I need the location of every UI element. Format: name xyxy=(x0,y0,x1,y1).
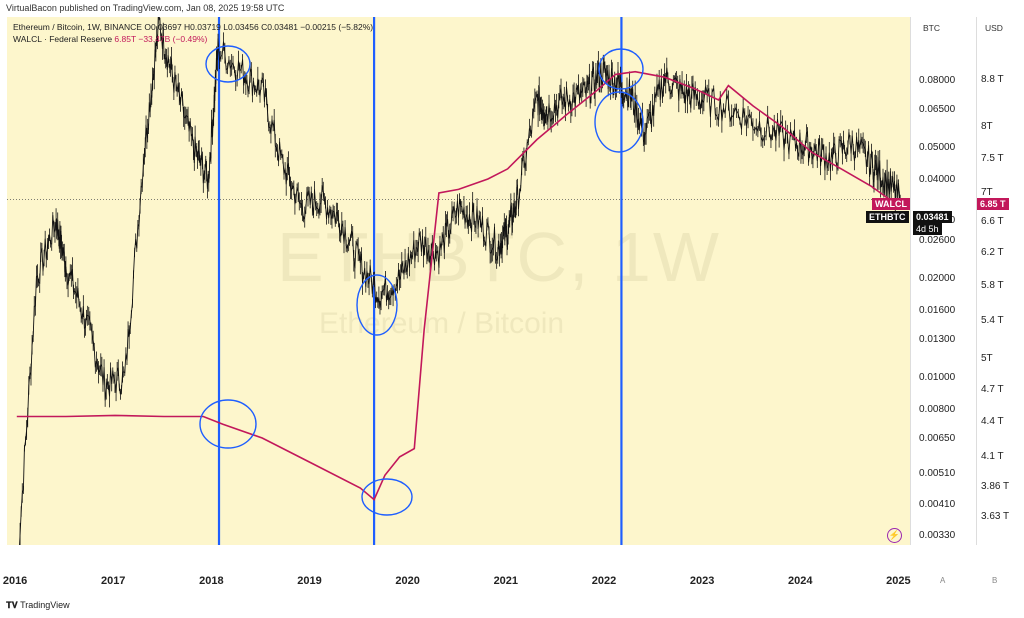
lightning-icon[interactable]: ⚡ xyxy=(887,528,902,543)
usd-tick-label: 8T xyxy=(981,121,993,133)
btc-tick-label: 0.00330 xyxy=(919,530,956,542)
btc-tick-label: 0.00510 xyxy=(919,467,956,479)
usd-tick-label: 6.2 T xyxy=(981,246,1004,258)
legend-walcl-values: 6.85T −33.47B (−0.49%) xyxy=(114,34,208,44)
x-tick-label: 2022 xyxy=(591,575,617,587)
walcl-tag-value: 6.85 T xyxy=(977,198,1009,210)
footer-brand-text: TradingView xyxy=(20,600,70,610)
legend-ohlc: O0.03697 H0.03719 L0.03456 C0.03481 −0.0… xyxy=(144,22,374,32)
usd-tick-label: 4.7 T xyxy=(981,383,1004,395)
usd-axis-label: USD xyxy=(985,23,1003,33)
btc-tick-label: 0.08000 xyxy=(919,74,956,86)
ethbtc-tag-name: ETHBTC xyxy=(866,211,909,223)
usd-tick-label: 8.8 T xyxy=(981,74,1004,85)
annotation-circle-5 xyxy=(594,91,644,153)
btc-axis-label: BTC xyxy=(923,23,940,33)
walcl-tag-name: WALCL xyxy=(872,198,910,210)
btc-tick-label: 0.01000 xyxy=(919,371,956,383)
usd-tick-label: 3.86 T xyxy=(981,480,1010,492)
walcl-series-line xyxy=(16,70,896,501)
x-tick-label: 2021 xyxy=(493,575,519,587)
annotation-circle-3 xyxy=(361,478,413,516)
btc-tick-label: 0.00650 xyxy=(919,433,956,445)
ethbtc-countdown: 4d 5h xyxy=(913,223,942,235)
annotation-circle-4 xyxy=(598,48,644,90)
annotation-circle-1 xyxy=(199,399,257,449)
x-tick-label: 2024 xyxy=(788,575,813,587)
annotation-circle-2 xyxy=(356,274,398,336)
auto-scale-button[interactable]: A xyxy=(940,576,946,585)
usd-price-axis[interactable]: USD 8.8 T 8T 7.5 T 7T 6.6 T 6.2 T 5.8 T 5.4 T 5T… xyxy=(976,17,1024,545)
x-tick-label: 2023 xyxy=(689,575,715,587)
usd-tick-label: 3.63 T xyxy=(981,511,1010,522)
usd-tick-label: 6.6 T xyxy=(981,215,1004,227)
x-tick-label: 2025 xyxy=(886,575,911,587)
x-tick-label: 2020 xyxy=(395,575,420,587)
btc-price-axis[interactable]: BTC 0.080000.065000.050000.040000.030000… xyxy=(910,17,977,545)
name-watermark: Ethereum / Bitcoin xyxy=(319,307,565,340)
usd-tick-label: 7T xyxy=(981,186,993,198)
x-tick-label: 2016 xyxy=(2,575,28,587)
chart-plot-area[interactable]: ETHBTC, 1W Ethereum / Bitcoin Ethereum /… xyxy=(7,17,910,545)
usd-tick-label: 5T xyxy=(981,352,993,364)
x-tick-label: 2017 xyxy=(100,575,126,587)
tradingview-logo-icon: 𝐓𝐕 xyxy=(6,600,18,610)
usd-scale-button[interactable]: B xyxy=(992,576,998,585)
usd-tick-label: 7.5 T xyxy=(981,152,1004,164)
btc-tick-label: 0.01600 xyxy=(919,304,956,316)
btc-tick-label: 0.00800 xyxy=(919,403,956,415)
ethbtc-series-line xyxy=(19,17,901,545)
legend: Ethereum / Bitcoin, 1W, BINANCE O0.03697… xyxy=(13,21,373,45)
btc-tick-label: 0.04000 xyxy=(919,173,956,185)
legend-main-series: Ethereum / Bitcoin, 1W, BINANCE xyxy=(13,22,142,32)
footer-brand: 𝐓𝐕 TradingView xyxy=(6,600,70,611)
usd-tick-label: 5.8 T xyxy=(981,279,1004,291)
annotation-circle-0 xyxy=(205,45,251,83)
usd-tick-label: 5.4 T xyxy=(981,315,1004,326)
usd-tick-label: 4.1 T xyxy=(981,450,1004,462)
ethbtc-tag-value: 0.03481 xyxy=(913,211,952,223)
btc-tick-label: 0.05000 xyxy=(919,141,956,153)
price-chart[interactable] xyxy=(7,17,910,545)
x-tick-label: 2019 xyxy=(297,575,322,587)
btc-tick-label: 0.06500 xyxy=(919,104,956,116)
usd-tick-label: 4.4 T xyxy=(981,416,1004,428)
btc-tick-label: 0.02000 xyxy=(919,272,956,284)
x-tick-label: 2018 xyxy=(199,575,224,587)
btc-tick-label: 0.02600 xyxy=(919,235,956,247)
published-header: VirtualBacon published on TradingView.co… xyxy=(6,3,285,13)
time-axis[interactable]: 2016 2017 2018 2019 2020 2021 2022 2023 2024 2025 xyxy=(3,570,911,590)
btc-tick-label: 0.01300 xyxy=(919,334,956,346)
btc-tick-label: 0.00410 xyxy=(919,499,956,511)
legend-walcl-name: WALCL · Federal Reserve xyxy=(13,34,113,44)
